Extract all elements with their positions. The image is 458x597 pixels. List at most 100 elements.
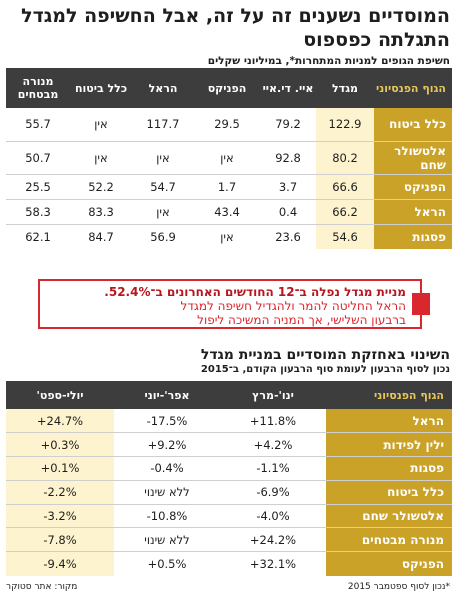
holdings-table-header: הגוף הפנסיוני ינו'-מרץ אפר'-יוני יולי-ספט' xyxy=(6,381,452,409)
table-cell: אין xyxy=(132,199,194,225)
table-cell: +9.2% xyxy=(114,432,220,458)
table-cell: -3.2% xyxy=(6,504,114,529)
table-cell: 79.2 xyxy=(260,108,316,142)
column-header: יולי-ספט' xyxy=(6,381,114,409)
table-cell: 62.1 xyxy=(25,229,51,244)
table-cell: 83.3 xyxy=(70,199,132,225)
table-row: פסגות -1.1% -0.4% +0.1% xyxy=(6,456,452,481)
row-label: הפניקס xyxy=(326,551,452,576)
table-cell: 117.7 xyxy=(132,108,194,142)
column-header: הפניקס xyxy=(194,68,260,108)
holdings-change-table: הגוף הפנסיוני ינו'-מרץ אפר'-יוני יולי-ספט' … xyxy=(6,381,452,576)
exposure-table-body: כלל ביטוח 122.9 79.2 29.5 117.7 אין 55.7 אלטשול… xyxy=(6,108,452,249)
table-cell: -9.4% xyxy=(6,551,114,576)
exposure-table: הגוף הפנסיוני מגדל איי. די.איי הפניקס הראל כל… xyxy=(6,68,452,249)
table-cell: -2.2% xyxy=(6,480,114,505)
table-row: כלל ביטוח 122.9 79.2 29.5 117.7 אין 55.7 xyxy=(6,108,452,142)
table-cell: 52.2 xyxy=(70,174,132,200)
table-cell: -1.1% xyxy=(220,456,326,481)
row-label: הראל xyxy=(326,409,452,434)
column-header-entity: הגוף הפנסיוני xyxy=(374,68,452,108)
table-cell: +0.3% xyxy=(6,432,114,458)
table-cell: 58.3 xyxy=(6,199,70,225)
holdings-table-body: הראל +11.8% -17.5% +24.7% ילין לפידות +4.2% +9… xyxy=(6,409,452,576)
table-row: מנורה מבטחים +24.2% ללא שינוי -7.8% xyxy=(6,527,452,553)
row-label: כלל ביטוח xyxy=(326,480,452,505)
title-line-2: התגלתה כפספוס xyxy=(303,29,450,51)
table-cell: ללא שינוי xyxy=(114,527,220,553)
table-cell: 54.7 xyxy=(132,174,194,200)
table-cell: 43.4 xyxy=(194,199,260,225)
row-label: ילין לפידות xyxy=(326,432,452,458)
column-header: מגדל xyxy=(316,68,374,108)
table-row: פסגות 54.6 23.6 אין 56.9 84.7 62.1 xyxy=(6,224,452,249)
table-cell: 29.5 xyxy=(194,108,260,142)
row-label: כלל ביטוח xyxy=(374,108,452,142)
title-line-1: המוסדיים נשענים זה על זה, אבל החשיפה למג… xyxy=(21,5,450,27)
section-subtitle: נכון לסוף הרבעון לעומת סוף הרבעון הקודם,… xyxy=(200,364,450,375)
row-label: הראל xyxy=(374,199,452,225)
table-cell: 66.2 xyxy=(316,199,374,225)
column-header: הראל xyxy=(132,68,194,108)
footnote: *נכון לסוף ספטמבר 2015 xyxy=(347,582,450,592)
table-cell: +24.2% xyxy=(220,527,326,553)
table-cell: 1.7 xyxy=(194,174,260,200)
callout-box: מניית מגדל נפלה ב־12 החודשים האחרונים ב־… xyxy=(38,279,430,329)
table-cell: +24.7% xyxy=(6,409,114,434)
page-title: המוסדיים נשענים זה על זה, אבל החשיפה למג… xyxy=(8,4,450,52)
table-row: ילין לפידות +4.2% +9.2% +0.3% xyxy=(6,432,452,458)
table-cell: 0.4 xyxy=(260,199,316,225)
row-label: אלטשולר שחם xyxy=(374,141,452,175)
table-cell: +11.8% xyxy=(220,409,326,434)
row-label: הפניקס xyxy=(374,174,452,200)
table-cell: 50.7 xyxy=(6,141,70,175)
table-cell: -7.8% xyxy=(6,527,114,553)
table-row: הפניקס +32.1% +0.5% -9.4% xyxy=(6,551,452,576)
table-cell: +4.2% xyxy=(220,432,326,458)
table-cell: 54.6 xyxy=(316,224,374,249)
table-cell: 92.8 xyxy=(260,141,316,175)
exposure-table-header: הגוף הפנסיוני מגדל איי. די.איי הפניקס הראל כל… xyxy=(6,68,452,108)
row-label: מנורה מבטחים xyxy=(326,527,452,553)
table-cell: -6.9% xyxy=(220,480,326,505)
table-row: כלל ביטוח -6.9% ללא שינוי -2.2% xyxy=(6,480,452,505)
table-cell: אין xyxy=(132,141,194,175)
table-row: אלטשולר שחם 80.2 92.8 אין אין אין 50.7 xyxy=(6,141,452,175)
page-subtitle: חשיפת הגופים למניות המתחרות*, במיליוני ש… xyxy=(207,55,450,67)
table-row: הפניקס 66.6 3.7 1.7 54.7 52.2 25.5 xyxy=(6,174,452,200)
row-label: פסגות xyxy=(374,224,452,249)
table-cell: אין xyxy=(194,141,260,175)
table-cell: 23.6 xyxy=(275,229,301,244)
table-cell: 3.7 xyxy=(260,174,316,200)
table-cell: אין xyxy=(70,141,132,175)
column-header: איי. די.איי xyxy=(260,68,316,108)
table-cell: 66.6 xyxy=(316,174,374,200)
row-label: פסגות xyxy=(326,456,452,481)
callout-line-2: הראל החליטה להמר ולהגדיל חשיפה למגדל xyxy=(180,299,407,313)
column-header: אפר'-יוני xyxy=(114,381,220,409)
table-cell: אין xyxy=(220,229,234,244)
column-header: כלל ביטוח xyxy=(70,68,132,108)
table-cell: אין xyxy=(70,108,132,142)
table-cell: -17.5% xyxy=(114,409,220,434)
row-label: אלטשולר שחם xyxy=(326,504,452,529)
table-cell: ללא שינוי xyxy=(114,480,220,505)
table-cell: 56.9 xyxy=(150,229,176,244)
source-credit: מקור: אתר סטוקר xyxy=(6,582,78,592)
table-cell: -4.0% xyxy=(220,504,326,529)
table-row: הראל 66.2 0.4 43.4 אין 83.3 58.3 xyxy=(6,199,452,225)
table-cell: +32.1% xyxy=(249,556,297,571)
table-row: הראל +11.8% -17.5% +24.7% xyxy=(6,409,452,434)
table-row: אלטשולר שחם -4.0% -10.8% -3.2% xyxy=(6,504,452,529)
column-header: ינו'-מרץ xyxy=(220,381,326,409)
callout-line-3: ברבעון השלישי, אך המניה המשיכה ליפול xyxy=(197,313,406,327)
table-cell: 55.7 xyxy=(6,108,70,142)
column-header: מנורה מבטחים xyxy=(6,68,70,108)
table-cell: 84.7 xyxy=(88,229,114,244)
table-cell: 25.5 xyxy=(6,174,70,200)
table-cell: -0.4% xyxy=(114,456,220,481)
table-cell: +0.5% xyxy=(147,556,187,571)
section-title: השינוי באחזקת המוסדיים במניית מגדל xyxy=(200,347,450,363)
callout-line-1: מניית מגדל נפלה ב־12 החודשים האחרונים ב־… xyxy=(104,285,406,299)
column-header-entity: הגוף הפנסיוני xyxy=(326,381,452,409)
